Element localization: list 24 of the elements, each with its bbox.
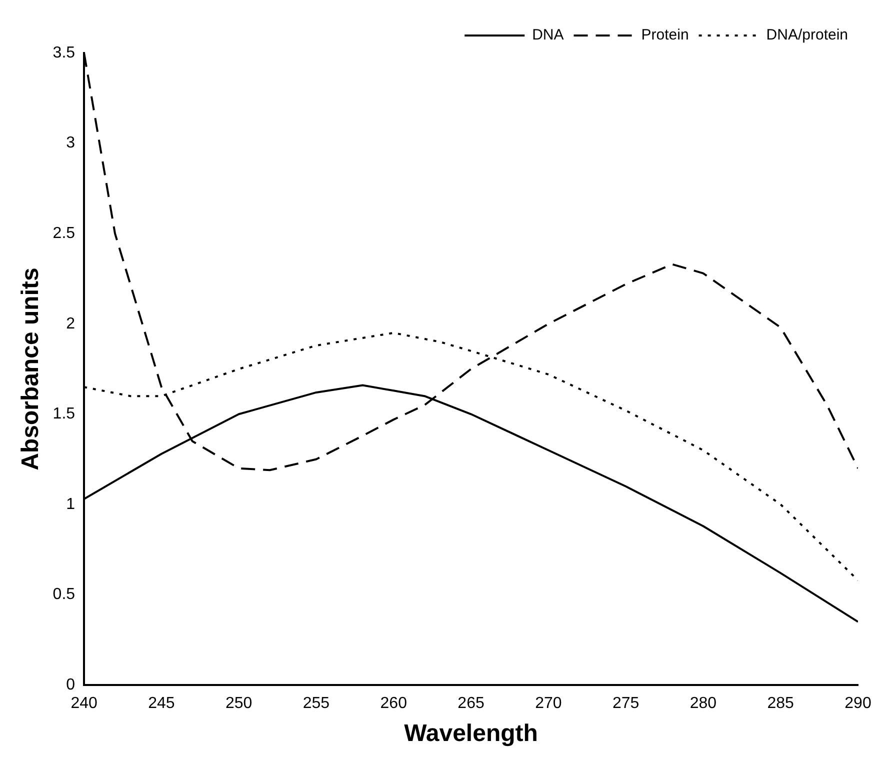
x-tick-label: 275 [612, 695, 640, 712]
x-tick-label: 245 [148, 695, 175, 712]
y-tick-label: 2.5 [52, 224, 76, 242]
y-tick-label: 0 [66, 676, 76, 694]
y-tick-label: 0.5 [52, 586, 76, 604]
x-tick-label: 260 [380, 695, 408, 712]
x-tick-label: 240 [70, 695, 98, 712]
y-tick-label: 1.5 [52, 406, 76, 423]
x-tick-label: 265 [458, 695, 484, 712]
x-tick-label: 280 [690, 695, 717, 712]
y-tick-label: 3 [66, 134, 76, 152]
legend-label: Protein [641, 26, 689, 44]
x-tick-label: 270 [535, 695, 562, 712]
y-tick-label: 3.5 [52, 44, 76, 62]
legend-label: DNA/protein [766, 26, 848, 44]
x-tick-label: 250 [225, 695, 252, 712]
legend-label: DNA [532, 26, 564, 44]
y-tick-label: 1 [66, 496, 76, 513]
y-axis-title: Absorbance units [17, 268, 44, 470]
y-tick-label: 2 [66, 315, 76, 332]
x-tick-label: 285 [767, 695, 794, 712]
x-axis-title: Wavelength [404, 720, 538, 748]
x-tick-label: 290 [844, 695, 872, 712]
x-tick-label: 255 [302, 695, 330, 712]
